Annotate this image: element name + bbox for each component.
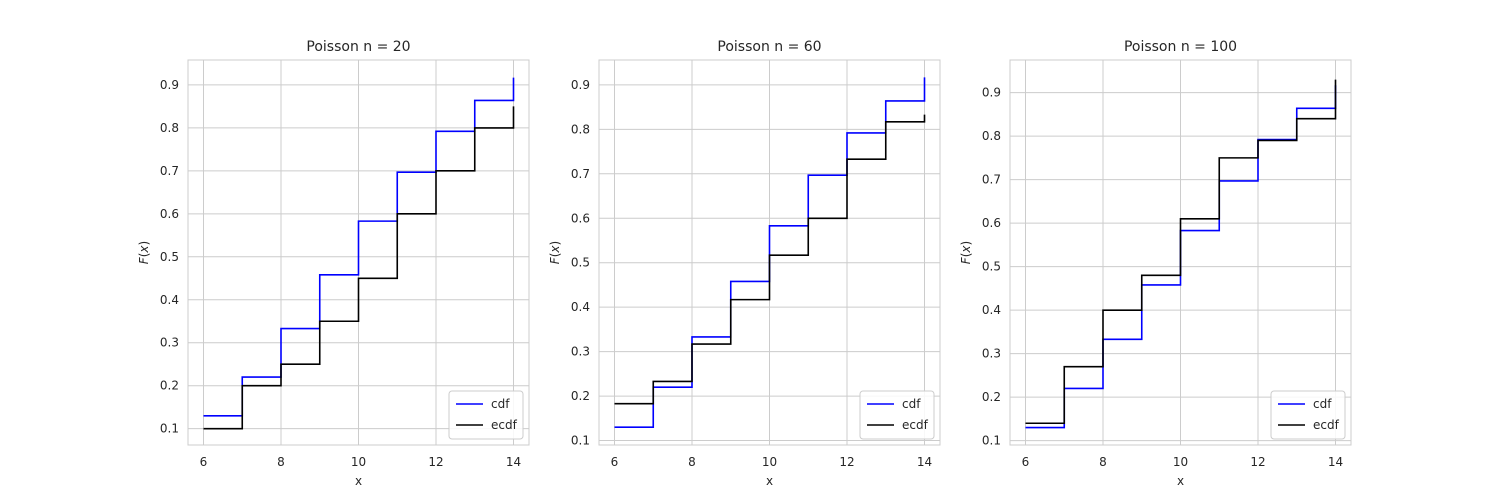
series-line-ecdf bbox=[1025, 79, 1337, 425]
y-axis-label: F(x) bbox=[548, 241, 562, 264]
y-tick-label: 0.8 bbox=[571, 122, 590, 136]
series-line-ecdf bbox=[614, 114, 926, 405]
x-tick-label: 12 bbox=[428, 455, 443, 469]
chart-title: Poisson n = 100 bbox=[1124, 39, 1237, 55]
legend-label-ecdf: ecdf bbox=[902, 418, 929, 432]
y-tick-label: 0.8 bbox=[982, 129, 1001, 143]
y-tick-label: 0.7 bbox=[160, 164, 179, 178]
x-tick-label: 8 bbox=[688, 455, 696, 469]
x-tick-label: 10 bbox=[1173, 455, 1188, 469]
x-tick-label: 14 bbox=[1328, 455, 1343, 469]
y-tick-label: 0.9 bbox=[571, 78, 590, 92]
legend: cdf ecdf bbox=[1270, 390, 1346, 440]
x-tick-label: 8 bbox=[1099, 455, 1107, 469]
x-axis-label: x bbox=[1177, 474, 1184, 488]
y-axis-label: F(x) bbox=[959, 241, 973, 264]
y-tick-label: 0.6 bbox=[982, 216, 1001, 230]
x-tick-label: 8 bbox=[277, 455, 285, 469]
chart-panel-2: 6 8 10 12 14 0.1 0.2 0.3 0.4 0.5 0.6 0.7 0.8 0.9 Poiss… bbox=[548, 39, 941, 488]
chart-title: Poisson n = 60 bbox=[717, 39, 821, 55]
y-tick-label: 0.4 bbox=[160, 293, 179, 307]
legend-label-cdf: cdf bbox=[491, 397, 510, 411]
y-tick-label: 0.6 bbox=[571, 211, 590, 225]
y-tick-label: 0.5 bbox=[571, 256, 590, 270]
y-tick-label: 0.3 bbox=[160, 336, 179, 350]
y-tick-label: 0.7 bbox=[982, 173, 1001, 187]
y-axis-label: F(x) bbox=[137, 241, 151, 264]
legend-box bbox=[448, 390, 524, 440]
y-tick-label: 0.4 bbox=[982, 303, 1001, 317]
legend-box bbox=[1270, 390, 1346, 440]
y-tick-label: 0.1 bbox=[160, 422, 179, 436]
legend-box bbox=[859, 390, 935, 440]
y-tick-label: 0.7 bbox=[571, 167, 590, 181]
plot-frame bbox=[187, 59, 530, 446]
y-tick-label: 0.6 bbox=[160, 207, 179, 221]
x-tick-label: 12 bbox=[1250, 455, 1265, 469]
chart-panel-3: 6 8 10 12 14 0.1 0.2 0.3 0.4 0.5 0.6 0.7 0.8 0.9 Poiss… bbox=[959, 39, 1352, 488]
x-axis-label: x bbox=[355, 474, 362, 488]
legend: cdf ecdf bbox=[448, 390, 524, 440]
plot-frame bbox=[598, 59, 941, 446]
legend-label-cdf: cdf bbox=[902, 397, 921, 411]
legend-label-ecdf: ecdf bbox=[1313, 418, 1340, 432]
y-tick-label: 0.9 bbox=[160, 78, 179, 92]
x-tick-label: 14 bbox=[917, 455, 932, 469]
series-line-cdf bbox=[203, 77, 515, 417]
legend-label-ecdf: ecdf bbox=[491, 418, 518, 432]
y-tick-label: 0.1 bbox=[982, 434, 1001, 448]
legend-label-cdf: cdf bbox=[1313, 397, 1332, 411]
x-tick-label: 6 bbox=[611, 455, 619, 469]
x-axis-label: x bbox=[766, 474, 773, 488]
x-tick-label: 10 bbox=[762, 455, 777, 469]
y-tick-label: 0.3 bbox=[571, 345, 590, 359]
y-tick-label: 0.2 bbox=[160, 379, 179, 393]
x-tick-label: 10 bbox=[351, 455, 366, 469]
y-tick-label: 0.5 bbox=[982, 260, 1001, 274]
y-tick-label: 0.8 bbox=[160, 121, 179, 135]
chart-panel-1: 6 8 10 12 14 0.1 0.2 0.3 0.4 0.5 0.6 0.7 0.8 0.9 Poiss… bbox=[137, 39, 530, 488]
chart-title: Poisson n = 20 bbox=[306, 39, 410, 55]
y-tick-label: 0.2 bbox=[571, 389, 590, 403]
y-tick-label: 0.2 bbox=[982, 390, 1001, 404]
legend: cdf ecdf bbox=[859, 390, 935, 440]
x-tick-label: 12 bbox=[839, 455, 854, 469]
x-tick-label: 6 bbox=[1022, 455, 1030, 469]
y-tick-label: 0.9 bbox=[982, 86, 1001, 100]
y-tick-label: 0.1 bbox=[571, 434, 590, 448]
plot-frame bbox=[1009, 59, 1352, 446]
y-tick-label: 0.3 bbox=[982, 347, 1001, 361]
x-tick-label: 6 bbox=[200, 455, 208, 469]
x-tick-label: 14 bbox=[506, 455, 521, 469]
y-tick-label: 0.4 bbox=[571, 300, 590, 314]
series-line-ecdf bbox=[203, 106, 515, 430]
y-tick-label: 0.5 bbox=[160, 250, 179, 264]
